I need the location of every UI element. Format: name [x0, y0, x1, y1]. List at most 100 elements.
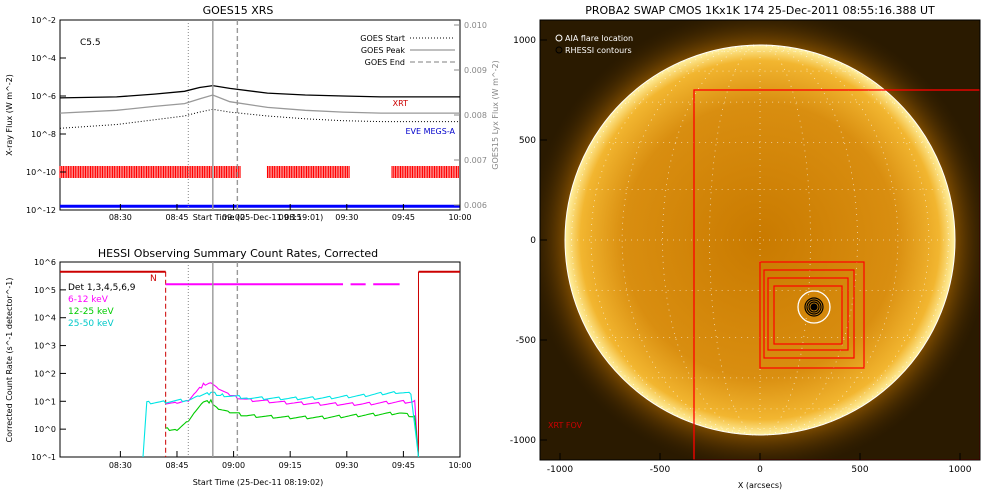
- hessi-xtick-label-4: 09:30: [335, 461, 358, 470]
- goes-ytick-label-1: 10^-4: [31, 54, 56, 63]
- swap-xtick-label-1: -500: [650, 465, 671, 475]
- xrt-fov-label: XRT FOV: [548, 421, 583, 430]
- hessi-time-markers: [187, 262, 239, 457]
- hessi-xtick-label-6: 10:00: [448, 461, 471, 470]
- legend-aia: AIA flare location: [565, 34, 633, 43]
- swap-xtick-label-4: 1000: [949, 465, 972, 475]
- swap-ytick-label-4: -1000: [510, 436, 536, 446]
- rhessi-contour-0: [804, 297, 824, 317]
- swap-ytick-label-3: -500: [516, 336, 537, 346]
- longitude-line-165: [759, 44, 949, 436]
- goes-ylabel: X-ray Flux (W m^-2): [5, 74, 14, 156]
- goes-legend: GOES Start GOES Peak GOES End: [360, 34, 455, 67]
- hessi-ytick-label-4: 10^2: [34, 369, 56, 378]
- sun-disk: [565, 45, 955, 435]
- fov-box-0: [759, 261, 865, 369]
- fov-box-2: [767, 277, 849, 351]
- goes-ytick-right-label-1: 0.009: [464, 66, 487, 75]
- goes-ytick-right-label-4: 0.006: [464, 201, 487, 210]
- swap-x-ticks: -1000 -500 0 500 1000: [547, 453, 972, 475]
- goes-right-y-ticks: 0.010 0.009 0.008 0.007 0.006: [454, 21, 487, 210]
- fov-boxes: [693, 89, 980, 460]
- goes-ytick-label-0: 10^-2: [31, 16, 56, 25]
- legend-6-12: 6-12 keV: [68, 295, 109, 305]
- hessi-ytick-label-0: 10^6: [34, 258, 56, 267]
- swap-title: PROBA2 SWAP CMOS 1Kx1K 174 25-Dec-2011 0…: [585, 4, 935, 17]
- goes-series-line-0: [59, 84, 460, 99]
- fov-box-1: [763, 269, 855, 359]
- goes-ytick-right-label-0: 0.010: [464, 21, 487, 30]
- hessi-xtick-label-1: 08:45: [165, 461, 188, 470]
- goes-xtick-label-0: 08:30: [109, 213, 132, 222]
- goes-xtick-label-2: 09:00: [222, 213, 245, 222]
- goes-class-label: C5.5: [80, 38, 101, 48]
- goes-xtick-label-5: 09:45: [392, 213, 415, 222]
- hessi-legend: Det 1,3,4,5,6,9 6-12 keV 12-25 keV 25-50…: [68, 283, 136, 329]
- swap-xtick-label-2: 0: [757, 465, 763, 475]
- legend-goes-start: GOES Start: [360, 34, 405, 43]
- goes-panel: GOES15 XRS 10^-210^-410^-610^-810^-1010^…: [5, 4, 500, 222]
- xrt-coverage-bars: [59, 166, 459, 178]
- hessi-series-line-12-25-kev: [165, 398, 420, 458]
- swap-y-ticks: 1000 500 0 -500 -1000: [510, 36, 547, 446]
- hessi-ytick-label-1: 10^5: [34, 286, 56, 295]
- goes-ytick-label-4: 10^-10: [26, 168, 56, 177]
- goes-ytick-label-2: 10^-6: [31, 92, 56, 101]
- hessi-series-line-6-12-kev: [165, 382, 420, 458]
- goes-series-line-2: [59, 108, 460, 129]
- hessi-y-ticks: 10^6 10^5 10^4 10^3 10^2 10^1 10^0 10^-1: [31, 258, 66, 462]
- goes-ylabel-right: GOES15 Lyx Flux (W m^-2): [491, 60, 500, 169]
- hessi-ytick-label-3: 10^3: [34, 342, 56, 351]
- rhessi-contour-1: [806, 299, 822, 315]
- hessi-title: HESSI Observing Summary Count Rates, Cor…: [98, 247, 378, 260]
- goes-x-ticks: 08:30 08:45 09:00 09:15 09:30 09:45 10:00: [109, 204, 472, 222]
- hessi-ylabel: Corrected Count Rate (s^-1 detector^-1): [5, 277, 14, 442]
- swap-legend: AIA flare location RHESSI contours: [555, 34, 633, 55]
- flare-markers: [797, 290, 831, 324]
- hessi-plot-frame: [59, 261, 461, 458]
- hessi-xtick-label-5: 09:45: [392, 461, 415, 470]
- goes-y-ticks: 10^-2 10^-4 10^-6 10^-8 10^-10 10^-12: [26, 16, 66, 215]
- hessi-panel: HESSI Observing Summary Count Rates, Cor…: [5, 247, 472, 487]
- solar-limb: [564, 44, 956, 436]
- legend-goes-end: GOES End: [365, 58, 405, 67]
- hessi-ytick-label-5: 10^1: [34, 397, 56, 406]
- goes-ytick-label-5: 10^-12: [26, 206, 56, 215]
- hessi-ytick-label-7: 10^-1: [31, 453, 56, 462]
- goes-ytick-right-label-2: 0.008: [464, 111, 487, 120]
- swap-xtick-label-3: 500: [851, 465, 868, 475]
- hessi-series-line-25-50-kev: [142, 390, 420, 458]
- legend-det: Det 1,3,4,5,6,9: [68, 283, 136, 293]
- hessi-xtick-label-0: 08:30: [109, 461, 132, 470]
- fov-box-3: [773, 285, 843, 345]
- hessi-xlabel: Start Time (25-Dec-11 08:19:02): [193, 478, 324, 487]
- xrt-fov-box: [693, 89, 980, 460]
- hessi-ytick-label-6: 10^0: [34, 425, 56, 434]
- hessi-xtick-label-3: 09:15: [279, 461, 302, 470]
- hessi-x-ticks: 08:30 08:45 09:00 09:15 09:30 09:45 10:00: [109, 451, 472, 470]
- legend-rhessi-marker: [555, 46, 563, 54]
- eve-annotation: EVE MEGS-A: [405, 127, 455, 136]
- goes-xlabel: Start Time (25-Dec-11 08:19:01): [193, 213, 324, 222]
- goes-ytick-right-label-3: 0.007: [464, 156, 487, 165]
- goes-series-line-1: [59, 94, 460, 114]
- hessi-xtick-label-2: 09:00: [222, 461, 245, 470]
- goes-time-markers: [187, 20, 239, 210]
- hessi-ytick-label-2: 10^4: [34, 314, 56, 323]
- legend-aia-marker: [555, 34, 563, 42]
- rhessi-contour-2: [808, 301, 820, 313]
- legend-12-25: 12-25 keV: [68, 307, 114, 317]
- rhessi-contour-3: [810, 303, 818, 311]
- swap-ytick-label-2: 0: [530, 236, 536, 246]
- hessi-series: [142, 382, 420, 458]
- swap-xlabel: X (arcsecs): [738, 481, 782, 490]
- hessi-night-intervals: [60, 270, 460, 457]
- swap-ytick-label-1: 500: [519, 136, 536, 146]
- legend-rhessi: RHESSI contours: [565, 46, 632, 55]
- goes-title: GOES15 XRS: [203, 4, 274, 17]
- swap-panel: PROBA2 SWAP CMOS 1Kx1K 174 25-Dec-2011 0…: [510, 4, 981, 490]
- goes-xtick-label-1: 08:45: [165, 213, 188, 222]
- goes-xtick-label-6: 10:00: [448, 213, 471, 222]
